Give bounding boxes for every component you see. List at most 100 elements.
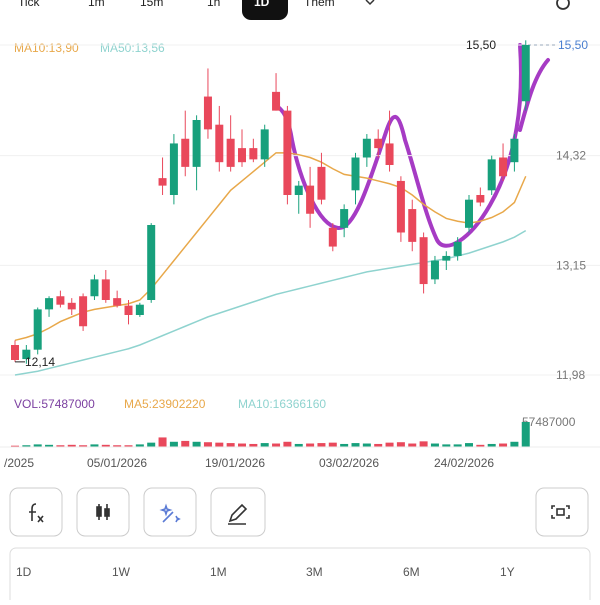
candle-body: [33, 309, 42, 350]
candle-body: [203, 96, 212, 130]
fx-button[interactable]: [9, 487, 63, 537]
volume-bar: [340, 443, 349, 447]
candle-body: [249, 148, 258, 160]
volume-bar: [158, 437, 167, 447]
period-label[interactable]: 1Y: [500, 565, 515, 579]
candle-body: [487, 159, 496, 191]
candle-body: [45, 298, 54, 310]
volume-bar: [169, 441, 178, 447]
draw-button[interactable]: [210, 487, 266, 537]
tab[interactable]: 1D: [254, 0, 270, 9]
x-tick-label: /2025: [4, 456, 34, 470]
candle-icon: [104, 508, 110, 517]
candle-body: [340, 209, 349, 228]
candle-body: [158, 178, 167, 186]
volume-bar: [181, 440, 190, 447]
vol-legend: VOL:57487000: [14, 397, 95, 411]
volume-bar: [56, 445, 65, 447]
y-tick-label: 11,98: [556, 368, 585, 382]
vol-tick-label: 57487000: [522, 415, 576, 429]
candle-body: [408, 209, 417, 242]
candle-body: [374, 138, 383, 149]
candle-body: [90, 279, 99, 297]
tab[interactable]: Tick: [18, 0, 41, 9]
tab[interactable]: 1m: [88, 0, 105, 9]
volume-bar: [67, 444, 76, 447]
candle-body: [328, 227, 337, 247]
volume-bar: [430, 443, 439, 447]
candle-body: [56, 296, 65, 305]
candle-body: [396, 180, 405, 233]
ma-legend: MA10:13,90: [14, 41, 79, 55]
volume-bar: [487, 443, 496, 447]
x-tick-label: 05/01/2026: [87, 456, 147, 470]
volume-bar: [351, 443, 360, 447]
fx-icon: [29, 503, 37, 521]
tab[interactable]: Thêm: [304, 0, 335, 9]
volume-bar: [283, 441, 292, 447]
vol-legend: MA10:16366160: [238, 397, 326, 411]
candle-body: [430, 260, 439, 280]
volume-bar: [124, 445, 133, 447]
toolbar-icons: [29, 503, 570, 525]
candle-icon: [96, 506, 102, 517]
candle-body: [79, 296, 88, 327]
volume-bar: [79, 445, 88, 447]
period-label[interactable]: 3M: [306, 565, 323, 579]
ma-line: [14, 152, 527, 342]
candle-body: [476, 195, 485, 203]
volume-bar: [11, 445, 19, 447]
candle-body: [135, 304, 144, 315]
x-tick-label: 24/02/2026: [434, 456, 494, 470]
volume-bar: [260, 443, 269, 447]
settings-icon[interactable]: [556, 0, 570, 10]
period-label[interactable]: 1D: [16, 565, 32, 579]
y-tick-label: 14,32: [556, 149, 586, 163]
volume-bar: [215, 442, 224, 447]
candle-body: [419, 237, 428, 285]
candle-body: [385, 143, 394, 165]
candle-body: [147, 225, 156, 300]
tab-selected-bg: [242, 0, 288, 20]
period-label[interactable]: 1W: [112, 565, 131, 579]
volume-bar: [465, 443, 473, 447]
candle-body: [510, 138, 519, 163]
capture-button[interactable]: [535, 487, 589, 537]
y-tick-label: 13,15: [556, 258, 586, 272]
candle-button[interactable]: [76, 487, 130, 537]
candle-body: [169, 143, 178, 195]
period-label[interactable]: 6M: [403, 565, 420, 579]
volume-bar: [419, 441, 428, 447]
volume-bar: [45, 444, 54, 447]
candle-body: [283, 110, 292, 195]
candle-body: [294, 185, 303, 195]
volume-bar: [521, 422, 530, 447]
candle-body: [22, 349, 31, 360]
candle-body: [499, 157, 508, 177]
volume-bar: [226, 443, 235, 447]
period-label[interactable]: 1M: [210, 565, 227, 579]
candle-body: [272, 91, 281, 111]
candle-body: [11, 345, 19, 360]
volume-bar: [374, 443, 383, 447]
volume-bar: [362, 443, 371, 447]
low-label: 12,14: [25, 355, 55, 369]
candle-body: [442, 255, 451, 261]
volume-bar: [101, 444, 110, 447]
fx-icon: [37, 515, 44, 523]
tab[interactable]: 15m: [140, 0, 163, 9]
x-tick-label: 03/02/2026: [319, 456, 379, 470]
candle-body: [124, 305, 133, 315]
ma-legend: MA50:13,56: [100, 41, 165, 55]
last-price-label: 15,50: [466, 38, 496, 52]
volume-bar: [147, 442, 156, 447]
last-price-axis-label: 15,50: [558, 38, 588, 52]
volume-bar: [408, 443, 417, 447]
magic-button[interactable]: [143, 487, 197, 537]
tab[interactable]: 1h: [207, 0, 220, 9]
volume-bar: [294, 443, 303, 447]
candle-body: [351, 157, 360, 191]
volume-bar: [203, 442, 212, 447]
ma-line: [14, 229, 527, 376]
